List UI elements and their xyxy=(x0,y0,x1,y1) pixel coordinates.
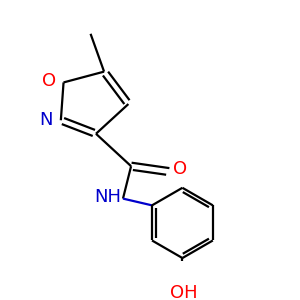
Text: OH: OH xyxy=(170,284,198,300)
Text: O: O xyxy=(173,160,187,178)
Text: N: N xyxy=(39,111,53,129)
Text: NH: NH xyxy=(94,188,122,206)
Text: O: O xyxy=(42,72,56,90)
